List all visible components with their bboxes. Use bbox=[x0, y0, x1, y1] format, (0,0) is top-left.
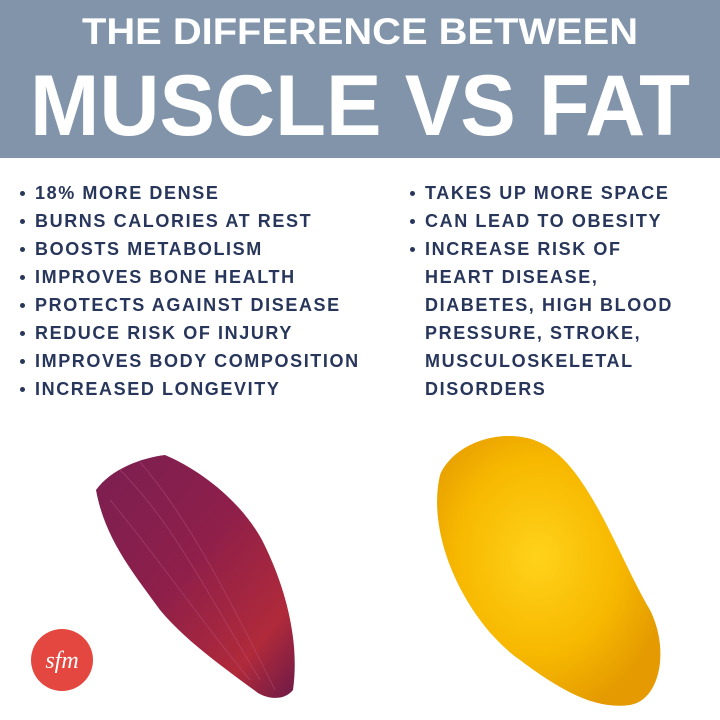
muscle-list: 18% MORE DENSE BURNS CALORIES AT REST BOOS… bbox=[18, 179, 360, 403]
list-item: REDUCE RISK OF INJURY bbox=[18, 319, 360, 347]
fat-list: TAKES UP MORE SPACE CAN LEAD TO OBESITY IN… bbox=[408, 179, 673, 403]
bullet bbox=[20, 387, 25, 392]
item-text: 18% MORE DENSE bbox=[35, 183, 220, 203]
item-text: INCREASED LONGEVITY bbox=[35, 379, 281, 399]
list-item: TAKES UP MORE SPACE bbox=[408, 179, 673, 207]
item-text: DIABETES, HIGH BLOOD bbox=[425, 295, 674, 315]
item-text: DISORDERS bbox=[425, 379, 547, 399]
bullet bbox=[410, 247, 415, 252]
bullet bbox=[20, 359, 25, 364]
list-item: 18% MORE DENSE bbox=[18, 179, 360, 207]
subtitle: THE DIFFERENCE BETWEEN bbox=[82, 11, 638, 52]
bullet bbox=[410, 219, 415, 224]
item-text: CAN LEAD TO OBESITY bbox=[425, 211, 663, 231]
header-text: THE DIFFERENCE BETWEEN MUSCLE VS FAT bbox=[30, 11, 690, 154]
list-item: INCREASED LONGEVITY bbox=[18, 375, 360, 403]
logo-text: sfm bbox=[45, 648, 78, 674]
item-text: MUSCULOSKELETAL bbox=[425, 351, 634, 371]
item-text: BOOSTS METABOLISM bbox=[35, 239, 263, 259]
bullet bbox=[20, 303, 25, 308]
item-text: HEART DISEASE, bbox=[425, 267, 599, 287]
list-item: BOOSTS METABOLISM bbox=[18, 235, 360, 263]
bullet bbox=[20, 247, 25, 252]
list-item: IMPROVES BONE HEALTH bbox=[18, 263, 360, 291]
item-text: INCREASE RISK OF bbox=[425, 239, 622, 259]
title: MUSCLE VS FAT bbox=[30, 58, 690, 154]
item-text: REDUCE RISK OF INJURY bbox=[35, 323, 293, 343]
bullet bbox=[20, 275, 25, 280]
list-item: IMPROVES BODY COMPOSITION bbox=[18, 347, 360, 375]
bullet bbox=[410, 191, 415, 196]
header: THE DIFFERENCE BETWEEN MUSCLE VS FAT bbox=[0, 0, 720, 158]
logo-badge bbox=[31, 629, 93, 691]
list-item: CAN LEAD TO OBESITY bbox=[408, 207, 673, 235]
bullet bbox=[20, 191, 25, 196]
item-text: IMPROVES BONE HEALTH bbox=[35, 267, 296, 287]
fat-image bbox=[437, 436, 661, 706]
item-text: BURNS CALORIES AT REST bbox=[35, 211, 313, 231]
bullet bbox=[20, 331, 25, 336]
list-item: BURNS CALORIES AT REST bbox=[18, 207, 360, 235]
item-text: TAKES UP MORE SPACE bbox=[425, 183, 670, 203]
item-text: IMPROVES BODY COMPOSITION bbox=[35, 351, 360, 371]
list-item: PROTECTS AGAINST DISEASE bbox=[18, 291, 360, 319]
list-item: INCREASE RISK OF HEART DISEASE, DIABETES, … bbox=[408, 235, 673, 403]
muscle-image bbox=[96, 455, 295, 698]
bullet bbox=[20, 219, 25, 224]
item-text: PROTECTS AGAINST DISEASE bbox=[35, 295, 341, 315]
muscle-fibers bbox=[109, 461, 276, 691]
item-text: PRESSURE, STROKE, bbox=[425, 323, 642, 343]
